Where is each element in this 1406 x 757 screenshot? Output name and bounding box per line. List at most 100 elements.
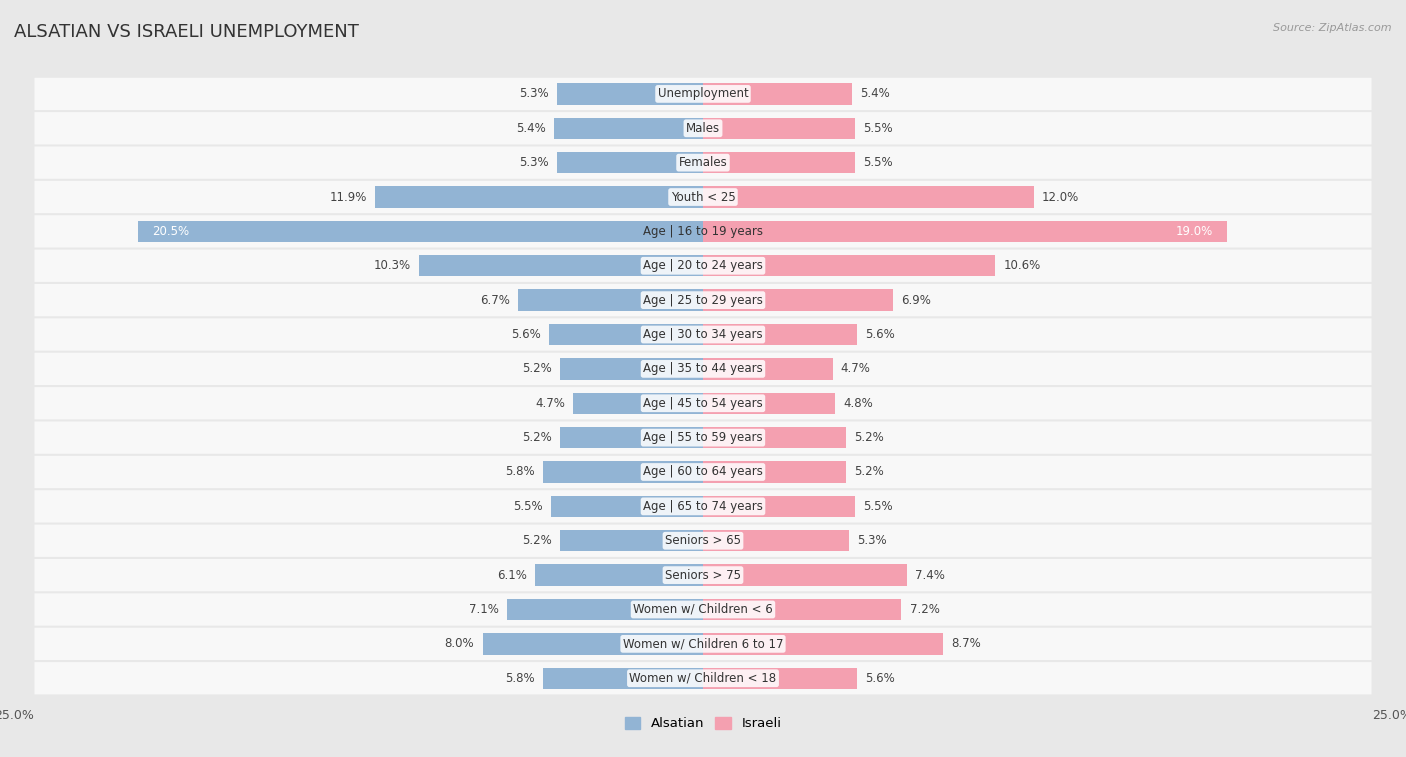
Text: Seniors > 65: Seniors > 65 — [665, 534, 741, 547]
Bar — [543, 461, 703, 483]
Text: Age | 55 to 59 years: Age | 55 to 59 years — [643, 431, 763, 444]
Text: 11.9%: 11.9% — [329, 191, 367, 204]
FancyBboxPatch shape — [35, 593, 1371, 625]
Text: Age | 20 to 24 years: Age | 20 to 24 years — [643, 259, 763, 273]
Bar — [703, 599, 901, 620]
Text: 5.2%: 5.2% — [855, 431, 884, 444]
Text: Age | 45 to 54 years: Age | 45 to 54 years — [643, 397, 763, 410]
Text: Unemployment: Unemployment — [658, 87, 748, 101]
Text: 5.5%: 5.5% — [863, 500, 893, 513]
Text: 5.3%: 5.3% — [858, 534, 887, 547]
FancyBboxPatch shape — [35, 628, 1371, 660]
Bar — [560, 358, 703, 379]
Bar — [551, 496, 703, 517]
Bar — [703, 83, 852, 104]
Text: 20.5%: 20.5% — [152, 225, 188, 238]
Bar — [419, 255, 703, 276]
Text: 5.6%: 5.6% — [866, 328, 896, 341]
Bar — [574, 393, 703, 414]
Bar — [703, 117, 855, 139]
FancyBboxPatch shape — [35, 491, 1371, 522]
FancyBboxPatch shape — [35, 456, 1371, 488]
Bar — [703, 633, 943, 655]
Text: Age | 16 to 19 years: Age | 16 to 19 years — [643, 225, 763, 238]
Text: 5.3%: 5.3% — [519, 156, 548, 169]
FancyBboxPatch shape — [35, 78, 1371, 110]
Bar — [557, 152, 703, 173]
Text: 5.4%: 5.4% — [860, 87, 890, 101]
Text: Women w/ Children 6 to 17: Women w/ Children 6 to 17 — [623, 637, 783, 650]
FancyBboxPatch shape — [35, 147, 1371, 179]
Text: Seniors > 75: Seniors > 75 — [665, 569, 741, 581]
FancyBboxPatch shape — [35, 525, 1371, 557]
Bar — [543, 668, 703, 689]
Text: 5.5%: 5.5% — [513, 500, 543, 513]
Bar — [703, 186, 1033, 207]
Text: 5.4%: 5.4% — [516, 122, 546, 135]
Text: 4.7%: 4.7% — [841, 363, 870, 375]
Text: 4.7%: 4.7% — [536, 397, 565, 410]
Bar — [703, 427, 846, 448]
Bar — [560, 530, 703, 551]
FancyBboxPatch shape — [35, 387, 1371, 419]
Bar — [703, 152, 855, 173]
Bar — [703, 461, 846, 483]
Bar — [703, 289, 893, 311]
Text: Age | 60 to 64 years: Age | 60 to 64 years — [643, 466, 763, 478]
Bar — [703, 565, 907, 586]
FancyBboxPatch shape — [35, 284, 1371, 316]
Text: 5.3%: 5.3% — [519, 87, 548, 101]
Bar — [703, 393, 835, 414]
Text: 19.0%: 19.0% — [1175, 225, 1213, 238]
Text: 5.6%: 5.6% — [510, 328, 540, 341]
Legend: Alsatian, Israeli: Alsatian, Israeli — [619, 712, 787, 736]
FancyBboxPatch shape — [35, 319, 1371, 350]
Text: 5.8%: 5.8% — [505, 671, 534, 685]
FancyBboxPatch shape — [35, 422, 1371, 453]
Text: Women w/ Children < 18: Women w/ Children < 18 — [630, 671, 776, 685]
Text: 7.1%: 7.1% — [470, 603, 499, 616]
Bar — [560, 427, 703, 448]
Bar — [519, 289, 703, 311]
FancyBboxPatch shape — [35, 559, 1371, 591]
Bar — [557, 83, 703, 104]
Text: 4.8%: 4.8% — [844, 397, 873, 410]
Bar — [703, 668, 858, 689]
Text: 5.2%: 5.2% — [522, 534, 551, 547]
Text: 12.0%: 12.0% — [1042, 191, 1080, 204]
Bar — [703, 255, 995, 276]
Text: Age | 25 to 29 years: Age | 25 to 29 years — [643, 294, 763, 307]
Bar — [703, 324, 858, 345]
Text: 6.7%: 6.7% — [481, 294, 510, 307]
Bar — [548, 324, 703, 345]
Bar — [375, 186, 703, 207]
Text: 8.7%: 8.7% — [950, 637, 981, 650]
FancyBboxPatch shape — [35, 215, 1371, 248]
Bar — [703, 530, 849, 551]
Text: 5.5%: 5.5% — [863, 122, 893, 135]
FancyBboxPatch shape — [35, 662, 1371, 694]
Text: Youth < 25: Youth < 25 — [671, 191, 735, 204]
FancyBboxPatch shape — [35, 353, 1371, 385]
Bar — [703, 221, 1226, 242]
Text: 5.6%: 5.6% — [866, 671, 896, 685]
Text: 10.6%: 10.6% — [1004, 259, 1040, 273]
Text: Age | 35 to 44 years: Age | 35 to 44 years — [643, 363, 763, 375]
Text: 7.2%: 7.2% — [910, 603, 939, 616]
Text: 7.4%: 7.4% — [915, 569, 945, 581]
Text: 5.2%: 5.2% — [855, 466, 884, 478]
Bar — [534, 565, 703, 586]
Text: Age | 65 to 74 years: Age | 65 to 74 years — [643, 500, 763, 513]
Text: 6.1%: 6.1% — [496, 569, 527, 581]
Text: 5.2%: 5.2% — [522, 431, 551, 444]
Bar — [508, 599, 703, 620]
FancyBboxPatch shape — [35, 181, 1371, 213]
FancyBboxPatch shape — [35, 250, 1371, 282]
FancyBboxPatch shape — [35, 112, 1371, 145]
Bar — [138, 221, 703, 242]
Text: 8.0%: 8.0% — [444, 637, 474, 650]
Text: 5.2%: 5.2% — [522, 363, 551, 375]
Bar — [703, 496, 855, 517]
Text: Source: ZipAtlas.com: Source: ZipAtlas.com — [1274, 23, 1392, 33]
Bar — [703, 358, 832, 379]
